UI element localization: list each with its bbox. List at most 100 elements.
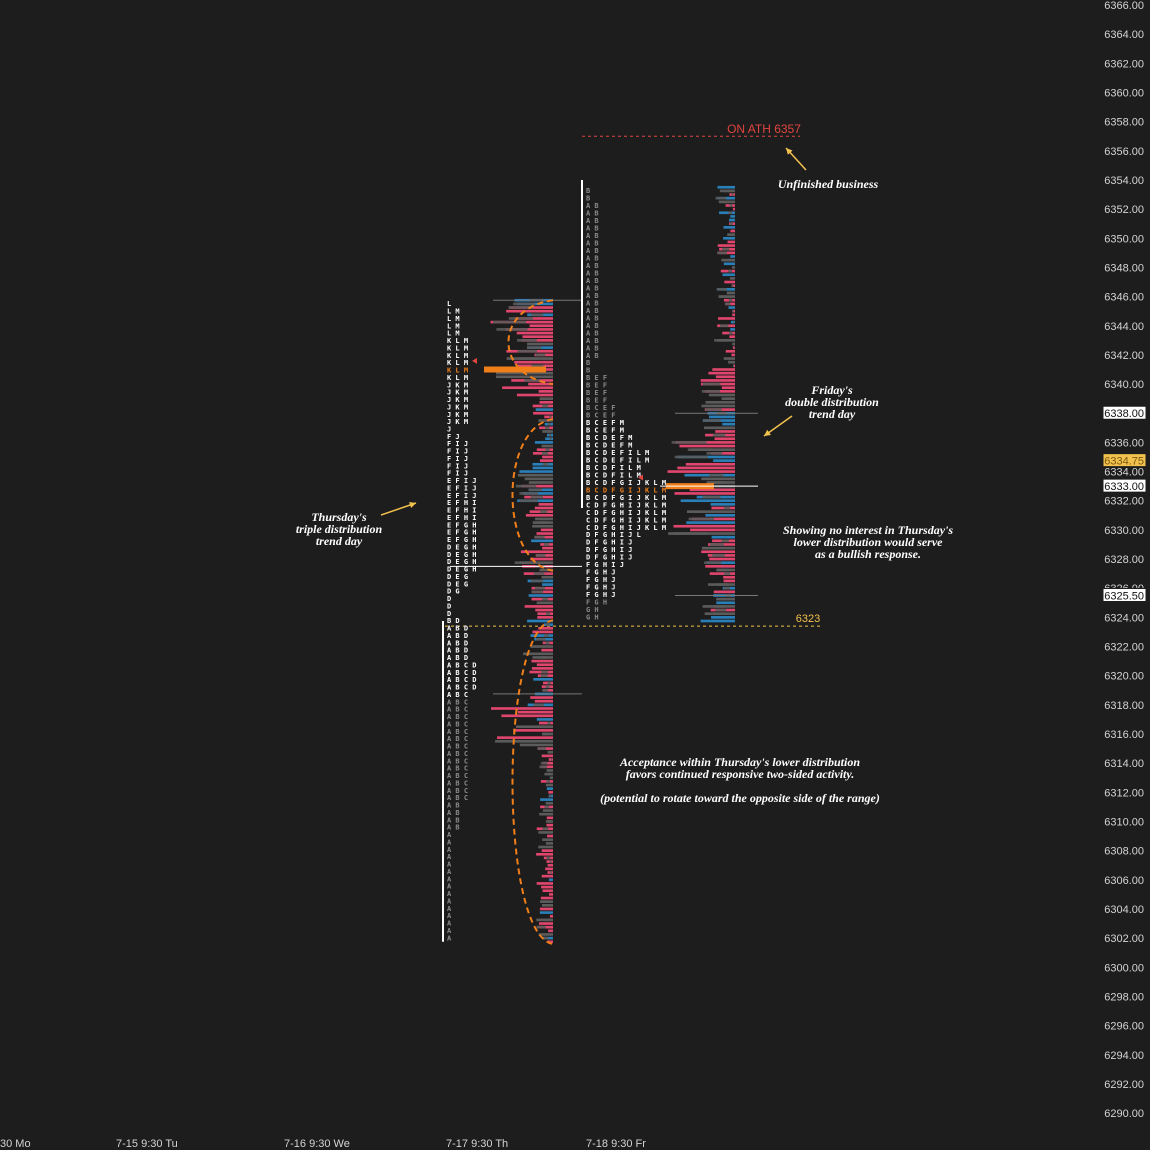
volume-bar [495,375,553,379]
volume-bar-neutral [541,452,549,455]
tpo-row: D [447,610,451,618]
volume-bar [720,269,735,273]
volume-bar-neutral [547,820,551,823]
tpo-row: B C E F [586,404,616,412]
tpo-row: A [447,897,452,905]
volume-bar-neutral [710,543,724,546]
volume-bar-neutral [687,448,714,452]
volume-bar [525,513,553,517]
volume-bar [539,911,553,914]
volume-bar-neutral [535,554,546,557]
tpo-row: A [447,927,452,935]
volume-bar-neutral [542,732,549,736]
tpo-row: L M [447,322,460,330]
tpo-row: A B D [447,654,468,662]
y-tick-label: 6300.00 [1104,962,1144,974]
tpo-row: G H [586,614,599,622]
tpo-row: E F I J [447,484,477,492]
tpo-row: A B C [447,750,468,758]
y-tick-label: 6348.00 [1104,262,1144,274]
volume-bar-neutral [546,780,551,783]
y-tick-label: 6290.00 [1104,1108,1144,1120]
volume-bar-neutral [515,739,537,743]
tpo-row: F I J [447,470,468,478]
y-tick-label: 6306.00 [1104,875,1144,887]
poc-marker-icon [472,357,477,364]
volume-bar-neutral [547,422,551,426]
x-tick-label: 30 Mo [0,1138,31,1150]
y-tick-label: 6308.00 [1104,846,1144,858]
arrow-thursday-icon-head [409,502,416,509]
volume-bar-neutral [550,758,553,761]
volume-bar [542,761,553,765]
volume-bar-neutral [704,561,722,565]
tpo-row: A B C D [447,661,477,669]
volume-bar [728,218,735,222]
volume-bar-neutral [508,317,534,320]
y-tick-label: 6362.00 [1104,58,1144,70]
tpo-row: A [447,846,452,854]
tpo-row: A B C [447,720,468,728]
volume-bar [528,594,553,597]
volume-bar-neutral [541,670,548,674]
volume-bar-neutral [547,721,551,725]
distribution-ellipses [507,299,554,945]
tpo-row: E F I J [447,477,477,485]
volume-bar-neutral [547,430,551,433]
poc-bar [484,366,546,373]
volume-bar [534,699,553,703]
tpo-row: A B [586,299,599,307]
volume-bar [541,903,553,907]
note-potential: (potential to rotate toward the opposite… [600,791,880,805]
volume-bar [724,280,735,284]
volume-bar [542,838,553,842]
tpo-row: L M [447,315,460,323]
volume-bar [538,390,553,393]
tpo-row: D E G H [447,543,477,551]
volume-bar [537,612,553,616]
tpo-row: A B C [447,772,468,780]
volume-bar-neutral [729,204,733,207]
tpo-row: J K M [447,396,468,404]
volume-bar [717,339,735,342]
volume-bar [717,244,735,247]
tpo-row: A [447,883,452,891]
tpo-row: J K M [447,381,468,389]
volume-bar [546,816,553,820]
tpo-row: C D F G H I J K L M [586,501,666,509]
tpo-row: F G H J [586,591,616,599]
note-thursday: triple distribution [296,522,383,536]
y-tick-label: 6330.00 [1104,525,1144,537]
y-tick-label: 6294.00 [1104,1050,1144,1062]
volume-bar-neutral [545,641,550,645]
volume-bar [538,933,553,936]
volume-bar [545,842,553,845]
volume-bar-neutral [528,488,543,492]
volume-bar-neutral [726,397,732,400]
tpo-row: D F G H I J [586,546,632,554]
volume-bar [535,517,553,521]
tpo-row: A B [586,255,599,263]
volume-bar-neutral [518,357,538,360]
tpo-row: A B C D [447,676,477,684]
volume-bar [532,462,553,466]
volume-bar-neutral [534,586,545,590]
tpo-row: B C D E F I L M [586,456,649,464]
tpo-row: D E G H [447,558,477,566]
volume-bar-neutral [543,543,549,546]
volume-bar [533,678,553,681]
tpo-row: D E G [447,573,468,581]
volume-bar [540,896,553,900]
volume-bar [516,393,553,397]
volume-bar-neutral [716,287,727,291]
volume-bar-neutral [515,484,537,488]
tpo-row: B E F [586,382,607,390]
volume-bar [705,400,735,404]
volume-bar [725,349,735,353]
volume-bar [535,408,553,411]
tpo-row: A B [586,210,599,218]
tpo-row: B C D F G I J K L M [586,494,666,502]
volume-bar [722,331,735,335]
volume-bar-neutral [728,298,733,302]
y-tick-label: 6346.00 [1104,292,1144,304]
